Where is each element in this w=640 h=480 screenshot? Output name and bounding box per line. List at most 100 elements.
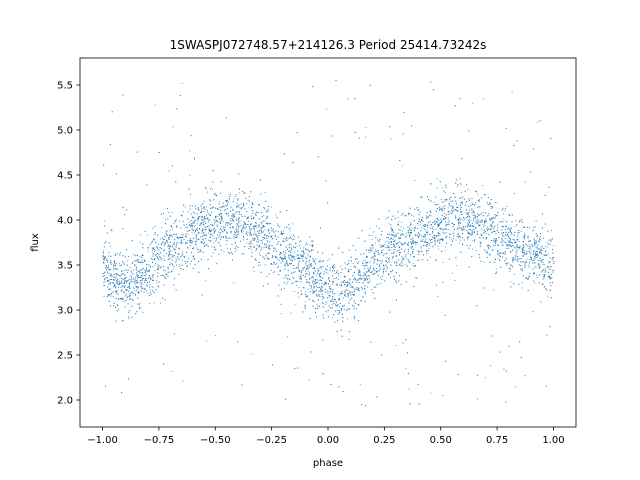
scatter-point (427, 234, 429, 236)
scatter-point (322, 287, 323, 288)
scatter-point (224, 209, 226, 211)
scatter-point (425, 234, 426, 236)
scatter-point (379, 269, 380, 271)
scatter-point (473, 231, 475, 233)
scatter-point (398, 249, 400, 251)
scatter-point (145, 271, 147, 273)
scatter-point (502, 239, 503, 241)
scatter-point (541, 246, 543, 248)
scatter-point (517, 258, 519, 260)
scatter-point (141, 259, 143, 261)
scatter-point (502, 243, 504, 245)
scatter-point (172, 126, 174, 128)
scatter-point (364, 278, 366, 280)
scatter-point (257, 264, 259, 266)
scatter-point (272, 231, 274, 233)
scatter-point (108, 252, 110, 253)
scatter-point (426, 217, 427, 219)
scatter-point (338, 278, 340, 280)
scatter-point (177, 237, 179, 238)
scatter-point (174, 234, 176, 236)
scatter-point (298, 263, 299, 265)
scatter-point (360, 275, 362, 277)
scatter-point (442, 395, 444, 396)
scatter-point (482, 98, 484, 100)
scatter-point (466, 236, 468, 238)
scatter-point (477, 194, 479, 196)
scatter-point (522, 261, 524, 263)
scatter-point (358, 282, 360, 283)
scatter-point (154, 233, 156, 235)
scatter-point (168, 236, 170, 238)
scatter-point (246, 224, 248, 225)
scatter-point (412, 263, 414, 265)
scatter-point (372, 244, 374, 246)
scatter-point (442, 209, 444, 211)
scatter-point (321, 293, 323, 295)
scatter-point (130, 281, 132, 283)
scatter-point (258, 204, 260, 206)
scatter-point (537, 248, 539, 250)
scatter-point (248, 207, 250, 209)
scatter-point (129, 283, 130, 285)
scatter-point (483, 229, 485, 231)
scatter-point (524, 235, 526, 237)
scatter-point (360, 276, 362, 278)
scatter-point (509, 271, 511, 273)
scatter-point (205, 244, 207, 246)
scatter-point (298, 296, 300, 298)
scatter-point (497, 214, 499, 216)
scatter-point (405, 233, 407, 234)
scatter-point (225, 223, 227, 225)
scatter-point (212, 228, 214, 230)
scatter-point (315, 274, 317, 276)
scatter-point (258, 224, 260, 226)
scatter-point (514, 386, 516, 388)
scatter-point (325, 271, 327, 273)
scatter-point (332, 292, 334, 294)
scatter-point (306, 282, 308, 283)
scatter-point (473, 229, 475, 231)
scatter-point (258, 239, 260, 241)
scatter-point (119, 254, 121, 256)
scatter-point (401, 226, 402, 228)
scatter-point (257, 231, 259, 233)
scatter-point (258, 252, 260, 254)
scatter-point (363, 253, 365, 255)
scatter-point (117, 268, 119, 270)
scatter-point (486, 245, 488, 247)
scatter-point (108, 283, 110, 285)
scatter-point (261, 248, 262, 250)
scatter-point (429, 199, 431, 201)
scatter-point (280, 231, 282, 233)
scatter-point (522, 244, 524, 246)
scatter-point (157, 275, 159, 277)
scatter-point (290, 244, 292, 246)
scatter-point (378, 227, 380, 229)
scatter-point (437, 208, 438, 209)
scatter-point (205, 226, 207, 228)
scatter-point (312, 277, 314, 279)
scatter-point (303, 254, 305, 256)
scatter-point (553, 257, 555, 259)
scatter-point (429, 214, 431, 216)
scatter-point (274, 248, 276, 250)
scatter-point (244, 208, 246, 210)
scatter-point (315, 283, 317, 285)
scatter-point (290, 259, 292, 261)
scatter-point (380, 283, 382, 285)
scatter-point (419, 251, 421, 253)
scatter-point (524, 375, 526, 377)
scatter-point (220, 220, 221, 222)
scatter-point (544, 274, 546, 276)
scatter-point (461, 158, 463, 160)
scatter-point (358, 288, 360, 290)
scatter-point (348, 292, 350, 294)
scatter-point (232, 227, 234, 229)
scatter-point (238, 192, 240, 194)
scatter-point (228, 237, 230, 239)
scatter-point (159, 238, 161, 240)
scatter-point (146, 234, 148, 236)
scatter-point (426, 242, 428, 243)
